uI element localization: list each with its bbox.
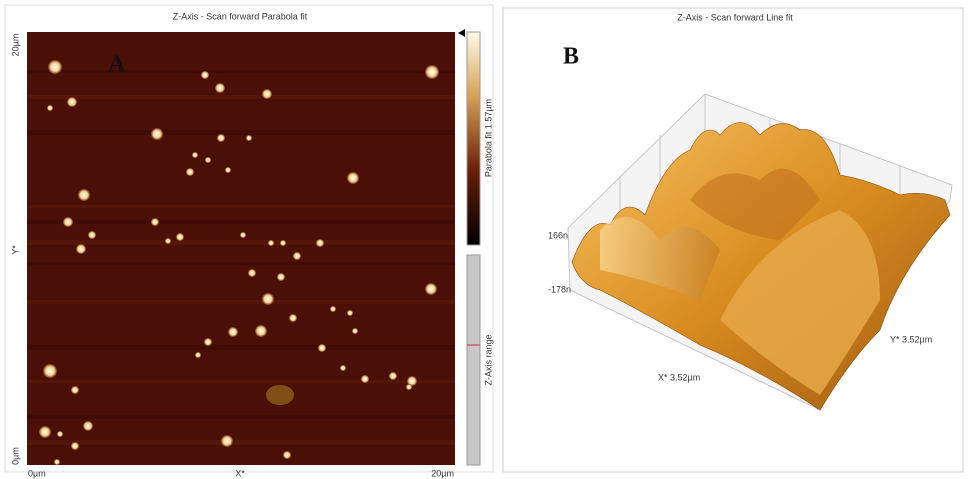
particle: [268, 240, 274, 246]
scan-line: [27, 380, 455, 383]
particle: [54, 459, 60, 465]
particle: [316, 239, 324, 247]
figure: Z-Axis - Scan forward Parabola fit A 20µ…: [0, 0, 968, 479]
particle: [47, 105, 53, 111]
particle: [262, 89, 272, 99]
panel-b-letter: B: [563, 44, 579, 70]
particle: [318, 344, 326, 352]
scan-line: [27, 440, 455, 445]
particle: [277, 273, 285, 281]
particle: [186, 168, 194, 176]
range-bar: [467, 255, 480, 465]
y-bottom-label: 0µm: [10, 447, 20, 465]
particle: [425, 65, 439, 79]
particle: [248, 269, 256, 277]
x-axis-label-3d: X* 3.52µm: [658, 372, 700, 382]
particle: [195, 352, 201, 358]
particle: [240, 232, 246, 238]
particle: [165, 238, 171, 244]
particle: [389, 372, 397, 380]
particle: [71, 386, 79, 394]
particle: [151, 128, 163, 140]
particle: [78, 189, 90, 201]
particle: [192, 152, 198, 158]
scan-line: [27, 70, 455, 73]
x-left-label: 0µm: [28, 468, 46, 478]
particle: [215, 83, 225, 93]
scan-line: [27, 205, 455, 208]
scan-line: [27, 130, 455, 135]
particle: [217, 134, 225, 142]
particle: [406, 384, 412, 390]
scan-line: [27, 220, 455, 224]
y-axis-label: Y*: [10, 245, 20, 255]
blob: [266, 385, 294, 405]
range-label: Z-Axis range: [483, 334, 493, 385]
scan-line: [27, 240, 455, 245]
particle: [361, 375, 369, 383]
particle: [57, 431, 63, 437]
colorbar-label: Parabola fit 1.57µm: [483, 99, 493, 177]
particle: [39, 426, 51, 438]
y-top-label: 20µm: [10, 34, 20, 57]
y-axis-label-3d: Y* 3.52µm: [890, 334, 932, 344]
z-bottom-label: -178n: [548, 284, 571, 294]
particle: [228, 327, 238, 337]
particle: [225, 167, 231, 173]
scan-line: [27, 262, 455, 265]
particle: [67, 97, 77, 107]
particle: [289, 314, 297, 322]
particle: [43, 364, 57, 378]
particle: [293, 252, 301, 260]
particle: [262, 293, 274, 305]
particle: [176, 233, 184, 241]
particle: [221, 435, 233, 447]
particle: [201, 71, 209, 79]
particle: [330, 306, 336, 312]
particle: [48, 60, 62, 74]
particle: [352, 328, 358, 334]
particle: [246, 135, 252, 141]
scan-line: [27, 345, 455, 350]
particle: [71, 442, 79, 450]
scan-line: [27, 95, 455, 99]
scan-line: [27, 300, 455, 304]
particle: [425, 283, 437, 295]
particle: [88, 231, 96, 239]
scan-line: [27, 415, 455, 419]
particle: [63, 217, 73, 227]
z-top-label: 166n: [548, 230, 568, 240]
x-axis-label: X*: [235, 468, 245, 478]
particle: [280, 240, 286, 246]
particle: [283, 451, 291, 459]
particle: [76, 244, 86, 254]
particle: [340, 365, 346, 371]
colorbar: [467, 32, 480, 245]
panel-a-title: Z-Axis - Scan forward Parabola fit: [173, 11, 308, 21]
panel-a-letter: A: [108, 52, 126, 78]
particle: [83, 421, 93, 431]
particle: [347, 310, 353, 316]
particle: [151, 218, 159, 226]
particle: [204, 338, 212, 346]
particle: [347, 172, 359, 184]
particle: [255, 325, 267, 337]
panel-b-title: Z-Axis - Scan forward Line fit: [677, 12, 793, 22]
x-right-label: 20µm: [431, 468, 454, 478]
particle: [205, 157, 211, 163]
